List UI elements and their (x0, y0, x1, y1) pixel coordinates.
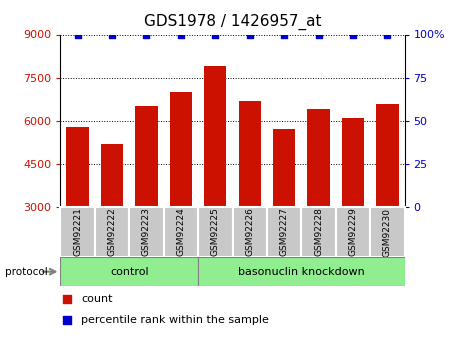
Point (384, 32, 391, 37)
Bar (60, 257, 198, 286)
Point (349, 32, 357, 37)
Text: protocol: protocol (5, 267, 47, 277)
Bar (135, 106, 158, 207)
Bar (101, 144, 123, 207)
Text: GSM92221: GSM92221 (73, 208, 82, 256)
Bar (129, 207, 164, 257)
Text: GSM92226: GSM92226 (245, 208, 254, 256)
Text: GSM92224: GSM92224 (176, 208, 186, 256)
Bar (95, 207, 129, 257)
Bar (60, 207, 95, 257)
Point (212, 32, 219, 37)
Point (64, 296, 71, 302)
Point (108, 32, 116, 37)
Text: basonuclin knockdown: basonuclin knockdown (238, 267, 365, 277)
Text: control: control (110, 267, 149, 277)
Text: GSM92228: GSM92228 (314, 208, 323, 256)
Text: GSM92225: GSM92225 (211, 208, 220, 256)
Bar (239, 101, 261, 207)
Bar (267, 207, 301, 257)
Bar (301, 207, 336, 257)
Bar (204, 66, 226, 207)
Bar (170, 92, 192, 207)
Text: percentile rank within the sample: percentile rank within the sample (81, 315, 269, 325)
Text: count: count (81, 294, 113, 304)
Point (246, 32, 253, 37)
Bar (273, 129, 295, 207)
Text: GSM92222: GSM92222 (107, 208, 117, 256)
Text: GSM92223: GSM92223 (142, 208, 151, 256)
Bar (376, 104, 399, 207)
Text: GSM92227: GSM92227 (279, 208, 289, 256)
Bar (370, 207, 405, 257)
Point (143, 32, 150, 37)
Text: GSM92229: GSM92229 (348, 208, 358, 256)
Bar (307, 109, 330, 207)
Point (280, 32, 288, 37)
Bar (66, 127, 89, 207)
Bar (342, 118, 364, 207)
Bar (336, 207, 370, 257)
Bar (198, 207, 232, 257)
Bar (232, 207, 267, 257)
Bar (164, 207, 198, 257)
Point (74, 32, 81, 37)
Text: GSM92230: GSM92230 (383, 207, 392, 257)
Bar (198, 257, 405, 286)
Point (315, 32, 322, 37)
Point (64, 317, 71, 323)
Point (177, 32, 185, 37)
Title: GDS1978 / 1426957_at: GDS1978 / 1426957_at (144, 14, 321, 30)
